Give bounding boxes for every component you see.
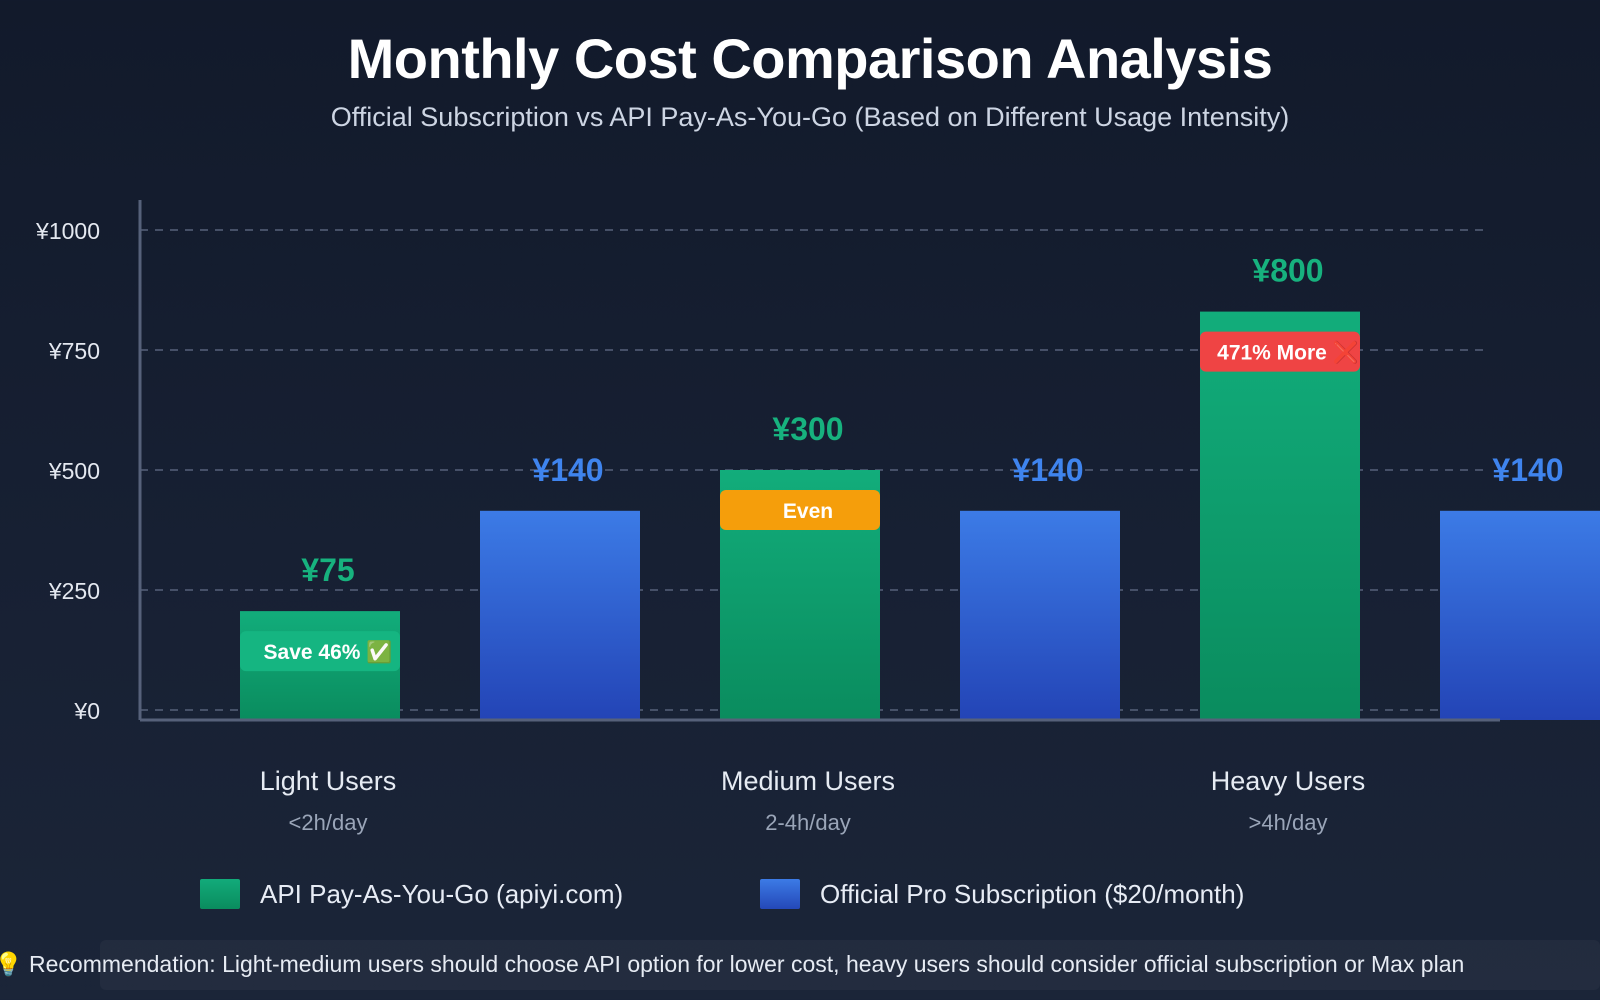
legend-label-api: API Pay-As-You-Go (apiyi.com) <box>260 878 624 909</box>
category-label: Light Users <box>260 766 397 796</box>
category-label: Medium Users <box>721 766 895 796</box>
legend-item-pro: Official Pro Subscription ($20/month) <box>760 878 1244 910</box>
legend-label-pro: Official Pro Subscription ($20/month) <box>820 878 1245 909</box>
badge-label: Save 46% ✅ <box>264 639 393 664</box>
y-tick-label: ¥1000 <box>35 218 100 244</box>
y-tick-label: ¥250 <box>48 578 100 604</box>
chart-subtitle: Official Subscription vs API Pay-As-You-… <box>330 102 1290 132</box>
y-tick-label: ¥500 <box>48 458 100 484</box>
badge <box>720 490 880 530</box>
category-label: Heavy Users <box>1211 766 1366 796</box>
legend-swatch-pro <box>760 879 800 909</box>
value-label-api: ¥300 <box>772 411 843 447</box>
badge <box>1200 331 1360 372</box>
value-label-api: ¥800 <box>1252 253 1323 289</box>
recommendation-text: 💡 Recommendation: Light-medium users sho… <box>0 951 1465 977</box>
legend-item-api: API Pay-As-You-Go (apiyi.com) <box>200 878 623 910</box>
bar-pro <box>960 510 1120 720</box>
value-label-api: ¥75 <box>301 552 354 588</box>
value-labels: ¥75 Save 46% ✅ ¥140 ¥300 Even ¥140 ¥800 471% Mo… <box>240 253 1564 672</box>
value-label-pro: ¥140 <box>532 452 603 488</box>
cost-bar-chart: ¥75 Save 46% ✅ ¥140 ¥300 Even ¥140 ¥800 471% Mo… <box>35 200 1600 835</box>
y-tick-label: ¥0 <box>73 698 100 724</box>
value-label-pro: ¥140 <box>1012 452 1083 488</box>
badge-label: Even <box>783 500 833 523</box>
axes: ¥0 ¥250 ¥500 ¥750 ¥1000 Light Users <2h/day Med… <box>35 200 1500 835</box>
category-sublabel: <2h/day <box>289 810 368 835</box>
chart-title: Monthly Cost Comparison Analysis <box>347 27 1273 90</box>
bar-pro <box>480 510 640 720</box>
category-sublabel: 2-4h/day <box>765 810 851 835</box>
y-tick-label: ¥750 <box>48 338 100 364</box>
legend-swatch-api <box>200 879 240 909</box>
category-sublabel: >4h/day <box>1249 810 1328 835</box>
bar-pro <box>1440 510 1600 720</box>
badge <box>240 631 400 672</box>
badge-label: 471% More ❌ <box>1217 340 1359 366</box>
bars <box>240 311 1600 720</box>
bar-api <box>1200 311 1360 720</box>
value-label-pro: ¥140 <box>1492 452 1563 488</box>
